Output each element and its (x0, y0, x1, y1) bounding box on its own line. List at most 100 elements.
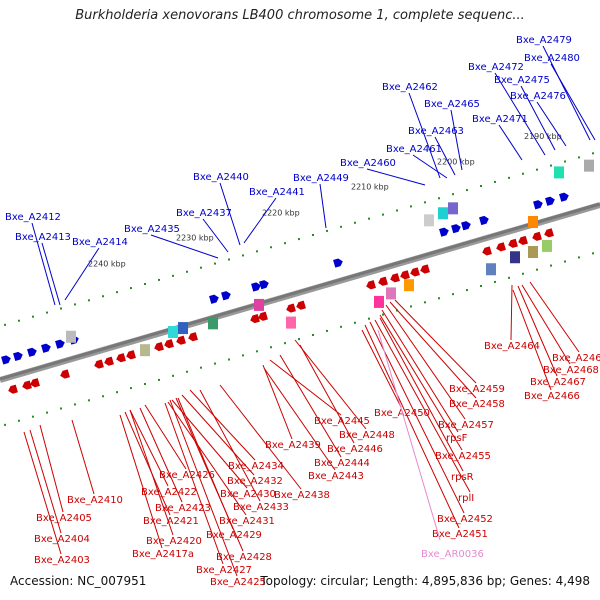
feature-box[interactable] (254, 298, 264, 311)
forward-gene-arrow[interactable] (259, 279, 270, 290)
gene-label-forward[interactable]: Bxe_A2441 (249, 187, 305, 198)
reverse-gene-arrow[interactable] (481, 246, 492, 256)
gene-label-forward[interactable]: Bxe_A2449 (293, 173, 349, 184)
feature-box[interactable] (438, 207, 448, 220)
reverse-gene-arrow[interactable] (507, 238, 518, 249)
gene-label-reverse[interactable]: Bxe_A2427 (196, 565, 252, 576)
gene-label-forward[interactable]: Bxe_A2414 (72, 237, 128, 248)
feature-box[interactable] (554, 166, 564, 179)
gene-label-reverse[interactable]: Bxe_A2446 (327, 444, 383, 455)
reverse-gene-arrow[interactable] (389, 273, 400, 283)
reverse-gene-arrow[interactable] (115, 353, 126, 363)
forward-gene-arrow[interactable] (221, 290, 232, 301)
reverse-gene-arrow[interactable] (21, 380, 32, 390)
rna-gene-label[interactable]: Bxe_AR0036 (421, 549, 484, 560)
gene-label-reverse[interactable]: Bxe_A2457 (438, 420, 494, 431)
reverse-gene-arrow[interactable] (285, 303, 296, 313)
gene-label-reverse[interactable]: Bxe_A2433 (233, 502, 289, 513)
gene-label-reverse[interactable]: Bxe_A2458 (449, 399, 505, 410)
reverse-gene-arrow[interactable] (419, 264, 430, 274)
reverse-gene-arrow[interactable] (531, 231, 542, 242)
feature-box[interactable] (542, 239, 552, 252)
gene-label-reverse[interactable]: Bxe_A2403 (34, 555, 90, 566)
reverse-gene-arrow[interactable] (517, 235, 528, 246)
forward-gene-arrow[interactable] (559, 192, 570, 202)
forward-gene-arrow[interactable] (251, 281, 262, 292)
forward-gene-arrow[interactable] (209, 294, 220, 304)
gene-label-reverse[interactable]: Bxe_A2467 (530, 377, 586, 388)
gene-label-forward[interactable]: Bxe_A2480 (524, 53, 580, 64)
gene-label-reverse[interactable]: Bxe_A2448 (339, 430, 395, 441)
gene-label-reverse[interactable]: Bxe_A2439 (265, 440, 321, 451)
reverse-gene-arrow[interactable] (295, 300, 306, 311)
feature-box[interactable] (448, 202, 458, 215)
feature-box[interactable] (386, 287, 396, 300)
gene-label-reverse[interactable]: Bxe_A2421 (143, 516, 199, 527)
gene-label-forward[interactable]: Bxe_A2471 (472, 114, 528, 125)
gene-label-forward[interactable]: Bxe_A2440 (193, 172, 249, 183)
reverse-gene-arrow[interactable] (543, 228, 554, 238)
forward-gene-arrow[interactable] (479, 215, 490, 226)
feature-box[interactable] (486, 263, 496, 276)
reverse-gene-arrow[interactable] (103, 356, 114, 367)
gene-label-reverse[interactable]: Bxe_A2423 (155, 503, 211, 514)
gene-label-forward[interactable]: Bxe_A2465 (424, 99, 480, 110)
feature-box[interactable] (140, 344, 150, 357)
gene-label-reverse[interactable]: Bxe_A2405 (36, 513, 92, 524)
reverse-gene-arrow[interactable] (93, 359, 104, 369)
feature-box[interactable] (286, 316, 296, 329)
reverse-gene-arrow[interactable] (409, 267, 420, 277)
gene-label-reverse[interactable]: Bxe_A2430 (220, 489, 276, 500)
gene-label-forward[interactable]: Bxe_A2462 (382, 82, 438, 93)
feature-box[interactable] (178, 322, 188, 335)
forward-gene-arrow[interactable] (461, 220, 472, 231)
reverse-gene-arrow[interactable] (257, 311, 268, 322)
forward-gene-arrow[interactable] (333, 257, 344, 268)
feature-box[interactable] (208, 317, 218, 330)
gene-label-reverse[interactable]: Bxe_A2434 (228, 461, 284, 472)
forward-gene-arrow[interactable] (41, 343, 52, 353)
gene-label-reverse[interactable]: Bxe_A2469 (552, 353, 600, 364)
gene-label-forward[interactable]: Bxe_A2435 (124, 224, 180, 235)
gene-label-reverse[interactable]: Bxe_A2431 (219, 516, 275, 527)
gene-label-reverse[interactable]: Bxe_A2459 (449, 384, 505, 395)
gene-label-forward[interactable]: Bxe_A2475 (494, 75, 550, 86)
forward-gene-arrow[interactable] (451, 223, 462, 234)
reverse-gene-arrow[interactable] (125, 350, 136, 360)
forward-gene-arrow[interactable] (439, 227, 450, 237)
reverse-gene-arrow[interactable] (29, 378, 40, 388)
gene-label-forward[interactable]: Bxe_A2460 (340, 158, 396, 169)
feature-box[interactable] (528, 216, 538, 228)
feature-box[interactable] (66, 330, 76, 343)
gene-label-forward[interactable]: Bxe_A2472 (468, 62, 524, 73)
gene-label-reverse[interactable]: Bxe_A2438 (274, 490, 330, 501)
feature-box[interactable] (404, 279, 414, 292)
reverse-gene-arrow[interactable] (377, 276, 388, 287)
gene-label-reverse[interactable]: Bxe_A2425 (210, 577, 266, 588)
gene-label-forward[interactable]: Bxe_A2437 (176, 208, 232, 219)
reverse-gene-arrow[interactable] (163, 339, 174, 349)
gene-label-reverse[interactable]: Bxe_A2466 (524, 391, 580, 402)
gene-label-reverse[interactable]: Bxe_A2452 (437, 514, 493, 525)
forward-gene-arrow[interactable] (1, 354, 12, 365)
reverse-gene-arrow[interactable] (249, 313, 260, 324)
reverse-gene-arrow[interactable] (7, 384, 18, 395)
forward-gene-arrow[interactable] (55, 339, 66, 349)
gene-label-forward[interactable]: Bxe_A2463 (408, 126, 464, 137)
gene-label-forward[interactable]: Bxe_A2412 (5, 212, 61, 223)
gene-label-reverse[interactable]: Bxe_A2404 (34, 534, 90, 545)
feature-box[interactable] (168, 326, 178, 338)
gene-label-reverse[interactable]: rplI (458, 493, 474, 504)
reverse-gene-arrow[interactable] (153, 341, 164, 352)
reverse-gene-arrow[interactable] (175, 335, 186, 346)
feature-box[interactable] (528, 246, 538, 258)
gene-label-reverse[interactable]: rpsF (446, 433, 468, 444)
feature-box[interactable] (510, 251, 520, 264)
gene-label-reverse[interactable]: Bxe_A2450 (374, 408, 430, 419)
gene-label-reverse[interactable]: Bxe_A2410 (67, 495, 123, 506)
feature-box[interactable] (584, 159, 594, 172)
gene-label-reverse[interactable]: Bxe_A2443 (308, 471, 364, 482)
gene-label-forward[interactable]: Bxe_A2476 (510, 91, 566, 102)
gene-label-reverse[interactable]: Bxe_A2420 (146, 536, 202, 547)
